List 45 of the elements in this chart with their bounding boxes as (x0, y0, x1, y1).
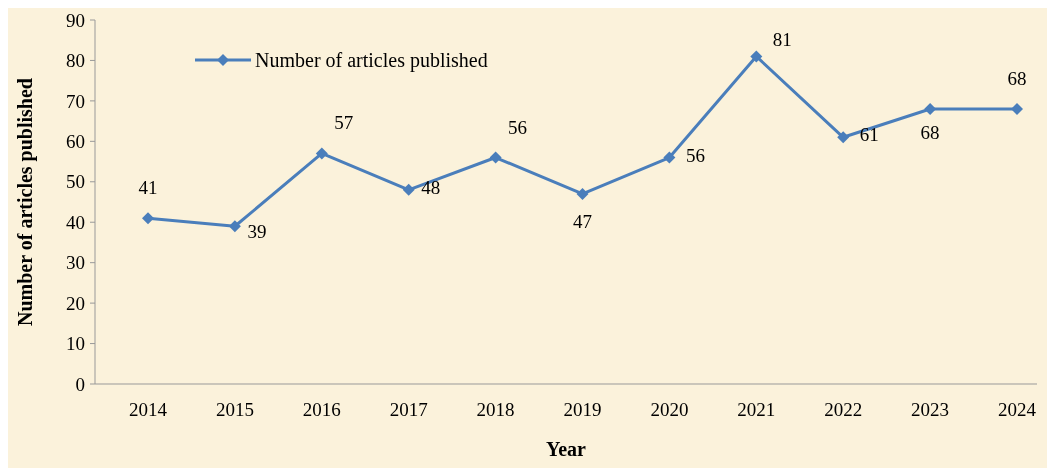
x-tick-label: 2015 (215, 399, 254, 420)
x-tick-label: 2024 (998, 399, 1037, 420)
point (142, 212, 154, 225)
point (576, 187, 589, 200)
y-tick-label: 40 (66, 211, 85, 233)
y-axis-title: Number of articles published (14, 78, 37, 326)
data-label: 56 (685, 144, 705, 166)
y-tick-label: 90 (66, 9, 85, 31)
data-label: 39 (247, 221, 267, 243)
data-label: 61 (859, 124, 879, 146)
point (402, 183, 415, 196)
y-tick-label: 10 (66, 333, 85, 355)
data-label: 68 (920, 121, 940, 143)
data-label: 41 (138, 177, 158, 199)
y-tick-label: 20 (66, 292, 85, 314)
x-tick-label: 2023 (911, 399, 950, 420)
data-label: 56 (508, 116, 528, 138)
data-label: 57 (334, 112, 354, 134)
x-tick-label: 2017 (389, 399, 428, 420)
x-axis-title: Year (546, 438, 587, 460)
data-label: 68 (1007, 67, 1027, 89)
y-tick-label: 50 (66, 171, 85, 193)
point (315, 147, 328, 160)
y-tick-label: 80 (66, 50, 85, 72)
point (228, 220, 241, 233)
x-tick-label: 2022 (824, 399, 863, 420)
x-tick-label: 2020 (650, 399, 689, 420)
point (663, 151, 676, 164)
x-tick-label: 2021 (737, 399, 776, 420)
x-tick-label: 2019 (563, 399, 602, 420)
data-label: 81 (772, 29, 792, 51)
x-tick-label: 2016 (302, 399, 341, 420)
point (837, 131, 850, 144)
x-tick-label: 2014 (129, 399, 168, 420)
data-label: 48 (421, 176, 441, 198)
y-tick-label: 70 (66, 90, 85, 112)
point (489, 151, 502, 164)
y-tick-label: 60 (66, 130, 85, 152)
x-tick-label: 2018 (476, 399, 515, 420)
point (1011, 102, 1023, 115)
y-tick-label: 0 (75, 373, 85, 395)
y-tick-label: 30 (66, 252, 85, 274)
data-label: 47 (573, 210, 592, 232)
legend-label: Number of articles published (255, 49, 488, 72)
point (750, 50, 763, 63)
